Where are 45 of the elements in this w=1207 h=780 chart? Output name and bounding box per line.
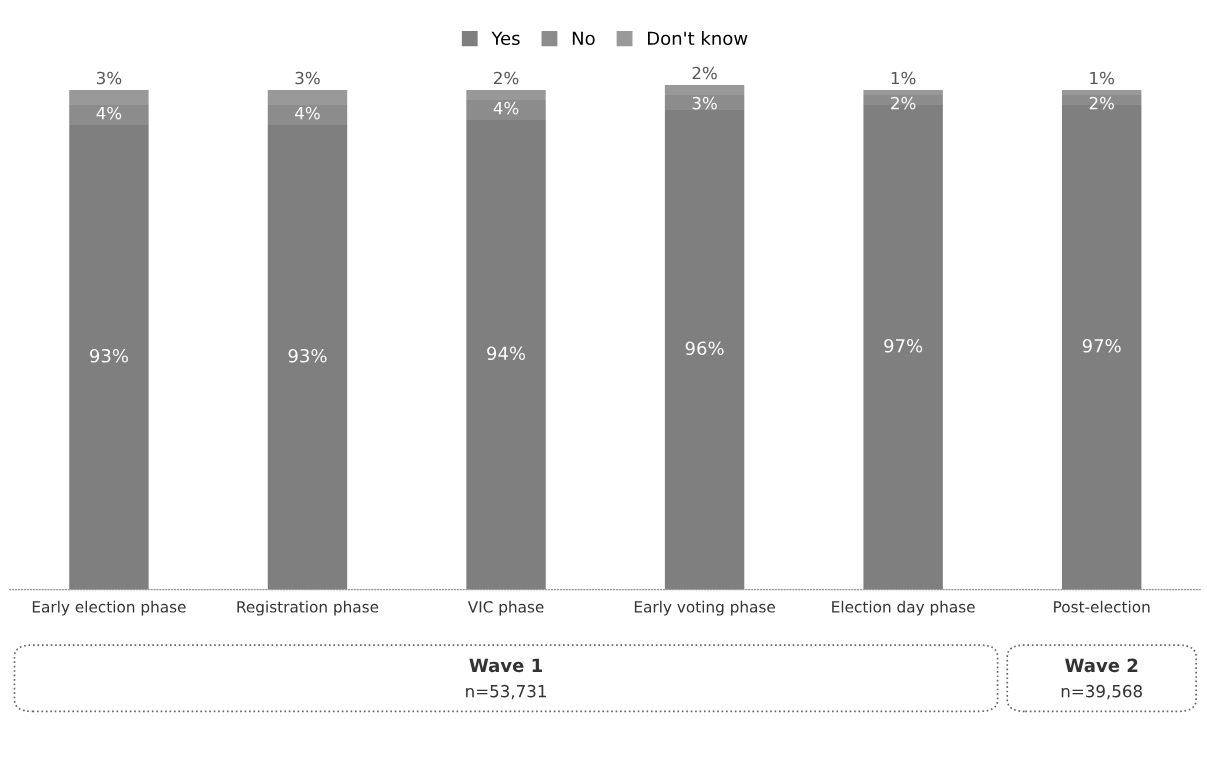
data-label: 94% [487,346,526,361]
bar [466,90,546,101]
bar [863,90,943,96]
legend-label: Yes [491,31,520,46]
bar [267,124,348,590]
data-label: 2% [1089,96,1114,110]
x-tick-label: Registration phase [237,600,379,616]
text: Wave 1 [469,658,542,673]
x-tick-label: Post-election [1054,600,1150,613]
text: Wave 2 [1065,658,1138,673]
legend-label: No [572,31,595,46]
bar [664,95,745,110]
text: n=53,731 [466,684,546,700]
data-label: 1% [891,71,916,85]
data-label: 97% [1082,338,1121,353]
x-tick-label: Early election phase [32,600,186,616]
data-label: 2% [494,71,519,85]
bar [466,120,546,590]
data-label: 3% [295,71,320,85]
bar [664,110,745,590]
x-tick-label: VIC phase [467,600,544,616]
data-label: 4% [493,101,519,115]
bar [69,105,149,125]
data-label: 4% [295,106,320,120]
data-label: 2% [692,66,717,80]
data-label: 96% [685,341,724,356]
bar [69,90,149,106]
data-label: 3% [692,96,717,110]
data-label: 4% [96,106,122,120]
bar [69,124,149,590]
data-label: 1% [1090,71,1114,85]
legend-label: Don't know [647,31,748,46]
x-tick-label: Election day phase [832,600,975,616]
bar [1061,90,1142,96]
x-tick-label: Early voting phase [634,600,775,616]
data-label: 2% [891,96,916,110]
data-label: 97% [884,338,923,353]
data-label: 93% [90,348,128,363]
data-label: 93% [288,348,327,363]
data-label: 3% [96,71,122,85]
text: n=39,568 [1061,684,1142,700]
bar [466,100,546,120]
bar [664,85,745,96]
bar [267,90,348,106]
bar [267,105,348,125]
